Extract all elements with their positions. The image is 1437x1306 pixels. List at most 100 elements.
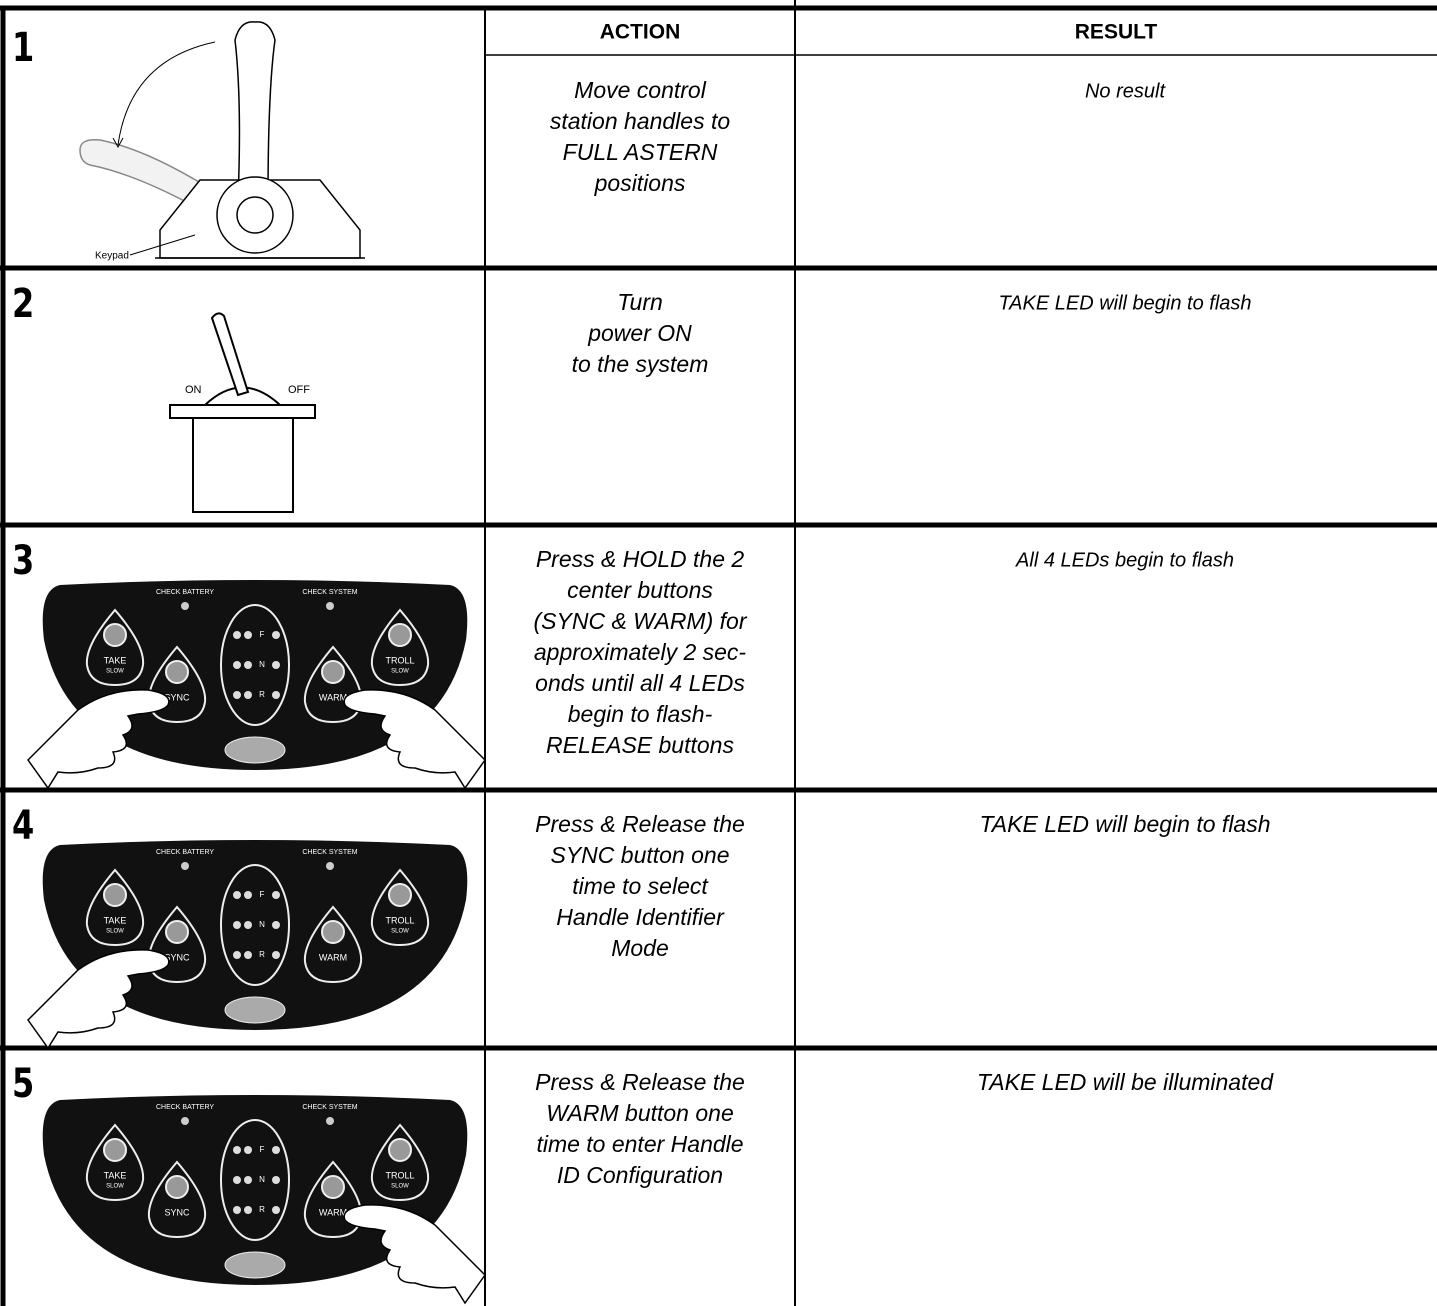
status-led [326, 602, 334, 610]
action-text: time to enter Handle [536, 1131, 743, 1157]
action-text: SYNC button one [550, 842, 729, 868]
keypad-label: N [259, 1175, 265, 1184]
button-led [388, 1138, 412, 1162]
hand [27, 689, 170, 790]
header-action: ACTION [600, 21, 681, 44]
status-led [181, 862, 189, 870]
logo [224, 736, 286, 764]
led [272, 1146, 280, 1154]
action-text: approximately 2 sec- [534, 639, 747, 665]
button [85, 1123, 145, 1202]
led [272, 691, 280, 699]
led [272, 951, 280, 959]
led [244, 921, 252, 929]
throttle-figure [79, 21, 365, 259]
led [272, 921, 280, 929]
led [233, 951, 241, 959]
keypad-label: SLOW [106, 929, 124, 935]
button [85, 608, 145, 687]
keypad-figure: CHECK BATTERY CHECK SYSTEM TAKE SLOW TROLL SL… [42, 1095, 486, 1305]
arrow-head [112, 137, 124, 149]
led [233, 921, 241, 929]
button-led [321, 660, 345, 684]
result-text: No result [1085, 80, 1166, 102]
led [244, 891, 252, 899]
keypad-label: SYNC [164, 952, 190, 962]
header-result: RESULT [1075, 21, 1158, 44]
box [192, 417, 294, 513]
switch-off: OFF [288, 384, 310, 396]
action-text: begin to flash- [568, 701, 713, 727]
led [233, 631, 241, 639]
action-text: ID Configuration [557, 1162, 723, 1188]
action-text: RELEASE buttons [546, 732, 734, 758]
keypad-body [42, 840, 468, 1030]
status-led [326, 1117, 334, 1125]
led [233, 661, 241, 669]
center-oval [220, 604, 290, 726]
keypad-label: CHECK BATTERY [156, 849, 214, 856]
keypad-body [42, 580, 468, 770]
led [244, 1146, 252, 1154]
keypad-label: SYNC [164, 692, 190, 702]
keypad-label: R [259, 1205, 265, 1214]
led [233, 691, 241, 699]
led [233, 891, 241, 899]
keypad-label: R [259, 690, 265, 699]
led [244, 691, 252, 699]
led [272, 1206, 280, 1214]
action-text: Move control [574, 77, 707, 103]
led [272, 661, 280, 669]
keypad-label: Keypad [95, 251, 129, 262]
action-text: center buttons [567, 577, 713, 603]
button-led [103, 883, 127, 907]
center-oval [220, 1119, 290, 1241]
action-text: WARM button one [546, 1100, 734, 1126]
lever [210, 312, 250, 397]
keypad-figure: CHECK BATTERY CHECK SYSTEM TAKE SLOW TROLL SL… [27, 580, 486, 790]
button-led [321, 1175, 345, 1199]
step-number: 4 [12, 801, 34, 848]
keypad-label: TROLL [385, 915, 414, 925]
keypad-label: TAKE [104, 655, 127, 665]
led [244, 951, 252, 959]
button-led [321, 920, 345, 944]
result-text: TAKE LED will begin to flash [998, 292, 1251, 314]
keypad-label: SLOW [106, 669, 124, 675]
keypad-label: SLOW [391, 929, 409, 935]
action-text: Press & HOLD the 2 [536, 546, 745, 572]
action-text: Turn [617, 289, 663, 315]
action-text: Press & Release the [535, 811, 745, 837]
action-text: Handle Identifier [556, 904, 725, 930]
keypad-body [42, 1095, 468, 1285]
button [370, 868, 430, 947]
keypad-label: N [259, 660, 265, 669]
action-text: Press & Release the [535, 1069, 745, 1095]
button [303, 905, 363, 984]
center-oval [220, 864, 290, 986]
keypad-label: F [260, 1145, 265, 1154]
keypad-label: CHECK SYSTEM [302, 849, 357, 856]
button [370, 608, 430, 687]
led [244, 1206, 252, 1214]
status-led [181, 602, 189, 610]
keypad-pointer [129, 234, 196, 256]
logo [224, 996, 286, 1024]
keypad-label: CHECK SYSTEM [302, 1104, 357, 1111]
keypad-figure: CHECK BATTERY CHECK SYSTEM TAKE SLOW TROLL SL… [27, 840, 468, 1050]
keypad-label: F [260, 890, 265, 899]
led [272, 1176, 280, 1184]
keypad-label: TROLL [385, 655, 414, 665]
handle-forward [234, 21, 276, 201]
led [272, 891, 280, 899]
switch-figure [169, 312, 316, 513]
button [370, 1123, 430, 1202]
button-led [165, 920, 189, 944]
action-text: time to select [572, 873, 709, 899]
step-number: 5 [12, 1059, 34, 1106]
button-led [165, 1175, 189, 1199]
keypad-label: TAKE [104, 1170, 127, 1180]
action-text: FULL ASTERN [563, 139, 718, 165]
keypad-label: WARM [319, 692, 347, 702]
result-text: TAKE LED will begin to flash [979, 811, 1270, 837]
